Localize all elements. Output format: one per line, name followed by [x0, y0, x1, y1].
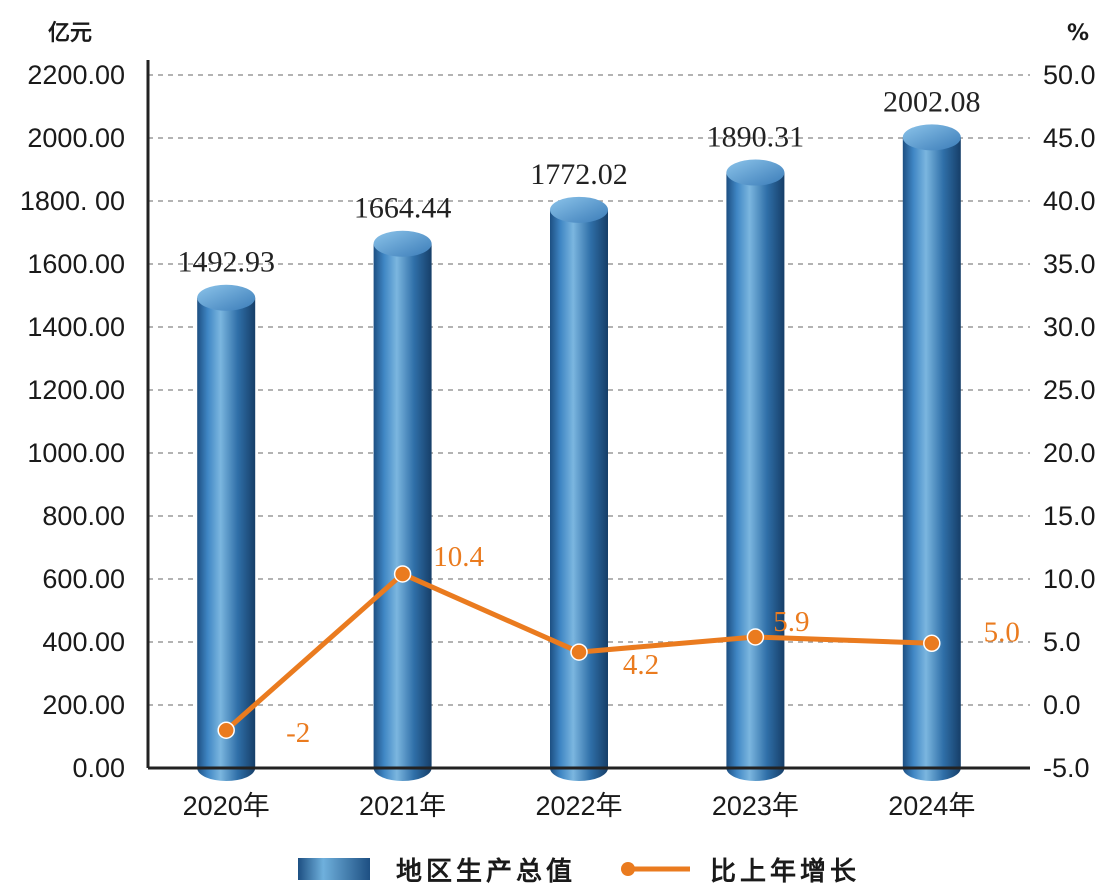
- legend-line-label: 比上年增长: [710, 856, 860, 887]
- left-axis-ticks: 0.00 200.00 400.00 600.00 800.00 1000.00 1200.…: [20, 60, 125, 783]
- x-axis-categories: 2020年 2021年 2022年 2023年 2024年: [183, 791, 976, 821]
- bar-body: [726, 172, 785, 782]
- legend-line-marker: [621, 862, 635, 876]
- bar-cap: [197, 284, 256, 311]
- right-tick-label: -5.0: [1043, 753, 1090, 783]
- right-axis-unit: %: [1067, 21, 1089, 46]
- bar: [902, 124, 961, 782]
- left-tick-label: 200.00: [42, 690, 125, 720]
- left-tick-label: 1800. 00: [20, 186, 125, 216]
- right-tick-label: 45.0: [1043, 123, 1096, 153]
- growth-point: [217, 721, 235, 739]
- x-category-label: 2021年: [359, 791, 446, 821]
- growth-line-series: [217, 565, 941, 739]
- bar-value-label: 1772.02: [530, 158, 628, 191]
- right-tick-label: 0.0: [1043, 690, 1081, 720]
- left-tick-label: 1000.00: [27, 438, 125, 468]
- x-category-label: 2023年: [712, 791, 799, 821]
- growth-point: [570, 643, 588, 661]
- left-tick-label: 1400.00: [27, 312, 125, 342]
- growth-value-label: 5.0: [984, 616, 1020, 648]
- bar-value-label: 1890.31: [707, 121, 805, 154]
- right-tick-label: 30.0: [1043, 312, 1096, 342]
- left-tick-label: 400.00: [42, 627, 125, 657]
- x-category-label: 2024年: [888, 791, 975, 821]
- bar-cap: [726, 159, 785, 186]
- right-tick-label: 10.0: [1043, 564, 1096, 594]
- legend: 地区生产总值 比上年增长: [298, 856, 860, 887]
- growth-value-label: 10.4: [433, 541, 484, 573]
- bar-body: [550, 209, 608, 781]
- legend-bar-label: 地区生产总值: [396, 857, 576, 887]
- bar-cap: [550, 196, 608, 223]
- right-tick-label: 50.0: [1043, 60, 1096, 90]
- bar-value-label: 1492.93: [177, 246, 275, 279]
- bar: [726, 159, 785, 782]
- bar-data-labels: 1492.93 1664.44 1772.02 1890.31 2002.08: [177, 85, 980, 278]
- growth-point: [746, 628, 765, 646]
- bar-body: [197, 297, 256, 782]
- right-tick-label: 25.0: [1043, 375, 1096, 405]
- right-tick-label: 40.0: [1043, 186, 1096, 216]
- right-tick-label: 35.0: [1043, 249, 1096, 279]
- bar: [373, 230, 432, 782]
- legend-bar-swatch: [298, 858, 370, 880]
- bar-body: [373, 243, 432, 782]
- right-tick-label: 20.0: [1043, 438, 1096, 468]
- growth-value-label: -2: [286, 717, 310, 749]
- right-axis-ticks: -5.0 0.0 5.0 10.0 15.0 20.0 25.0 30.0 35.0 40.0 45…: [1043, 60, 1096, 783]
- x-category-label: 2022年: [535, 791, 622, 821]
- growth-value-label: 5.9: [773, 606, 809, 638]
- bar-series: [197, 124, 961, 782]
- bar-cap: [373, 230, 432, 257]
- left-tick-label: 2000.00: [27, 123, 125, 153]
- growth-value-label: 4.2: [623, 649, 659, 681]
- right-tick-label: 15.0: [1043, 501, 1096, 531]
- left-tick-label: 600.00: [42, 564, 125, 594]
- left-tick-label: 0.00: [72, 753, 125, 783]
- bar: [197, 284, 256, 782]
- growth-data-labels: -2 10.4 4.2 5.9 5.0: [286, 541, 1020, 749]
- left-axis-unit: 亿元: [48, 21, 92, 46]
- growth-point: [923, 634, 941, 653]
- bar-cap: [902, 124, 961, 151]
- right-tick-label: 5.0: [1043, 627, 1081, 657]
- bar-body: [902, 137, 961, 782]
- bar-value-label: 1664.44: [354, 192, 452, 225]
- left-tick-label: 800.00: [42, 501, 125, 531]
- left-tick-label: 1600.00: [27, 249, 125, 279]
- left-tick-label: 1200.00: [27, 375, 125, 405]
- left-tick-label: 2200.00: [27, 60, 125, 90]
- bar: [550, 196, 608, 781]
- x-category-label: 2020年: [183, 791, 270, 821]
- bar-value-label: 2002.08: [883, 85, 981, 118]
- growth-point: [393, 565, 412, 583]
